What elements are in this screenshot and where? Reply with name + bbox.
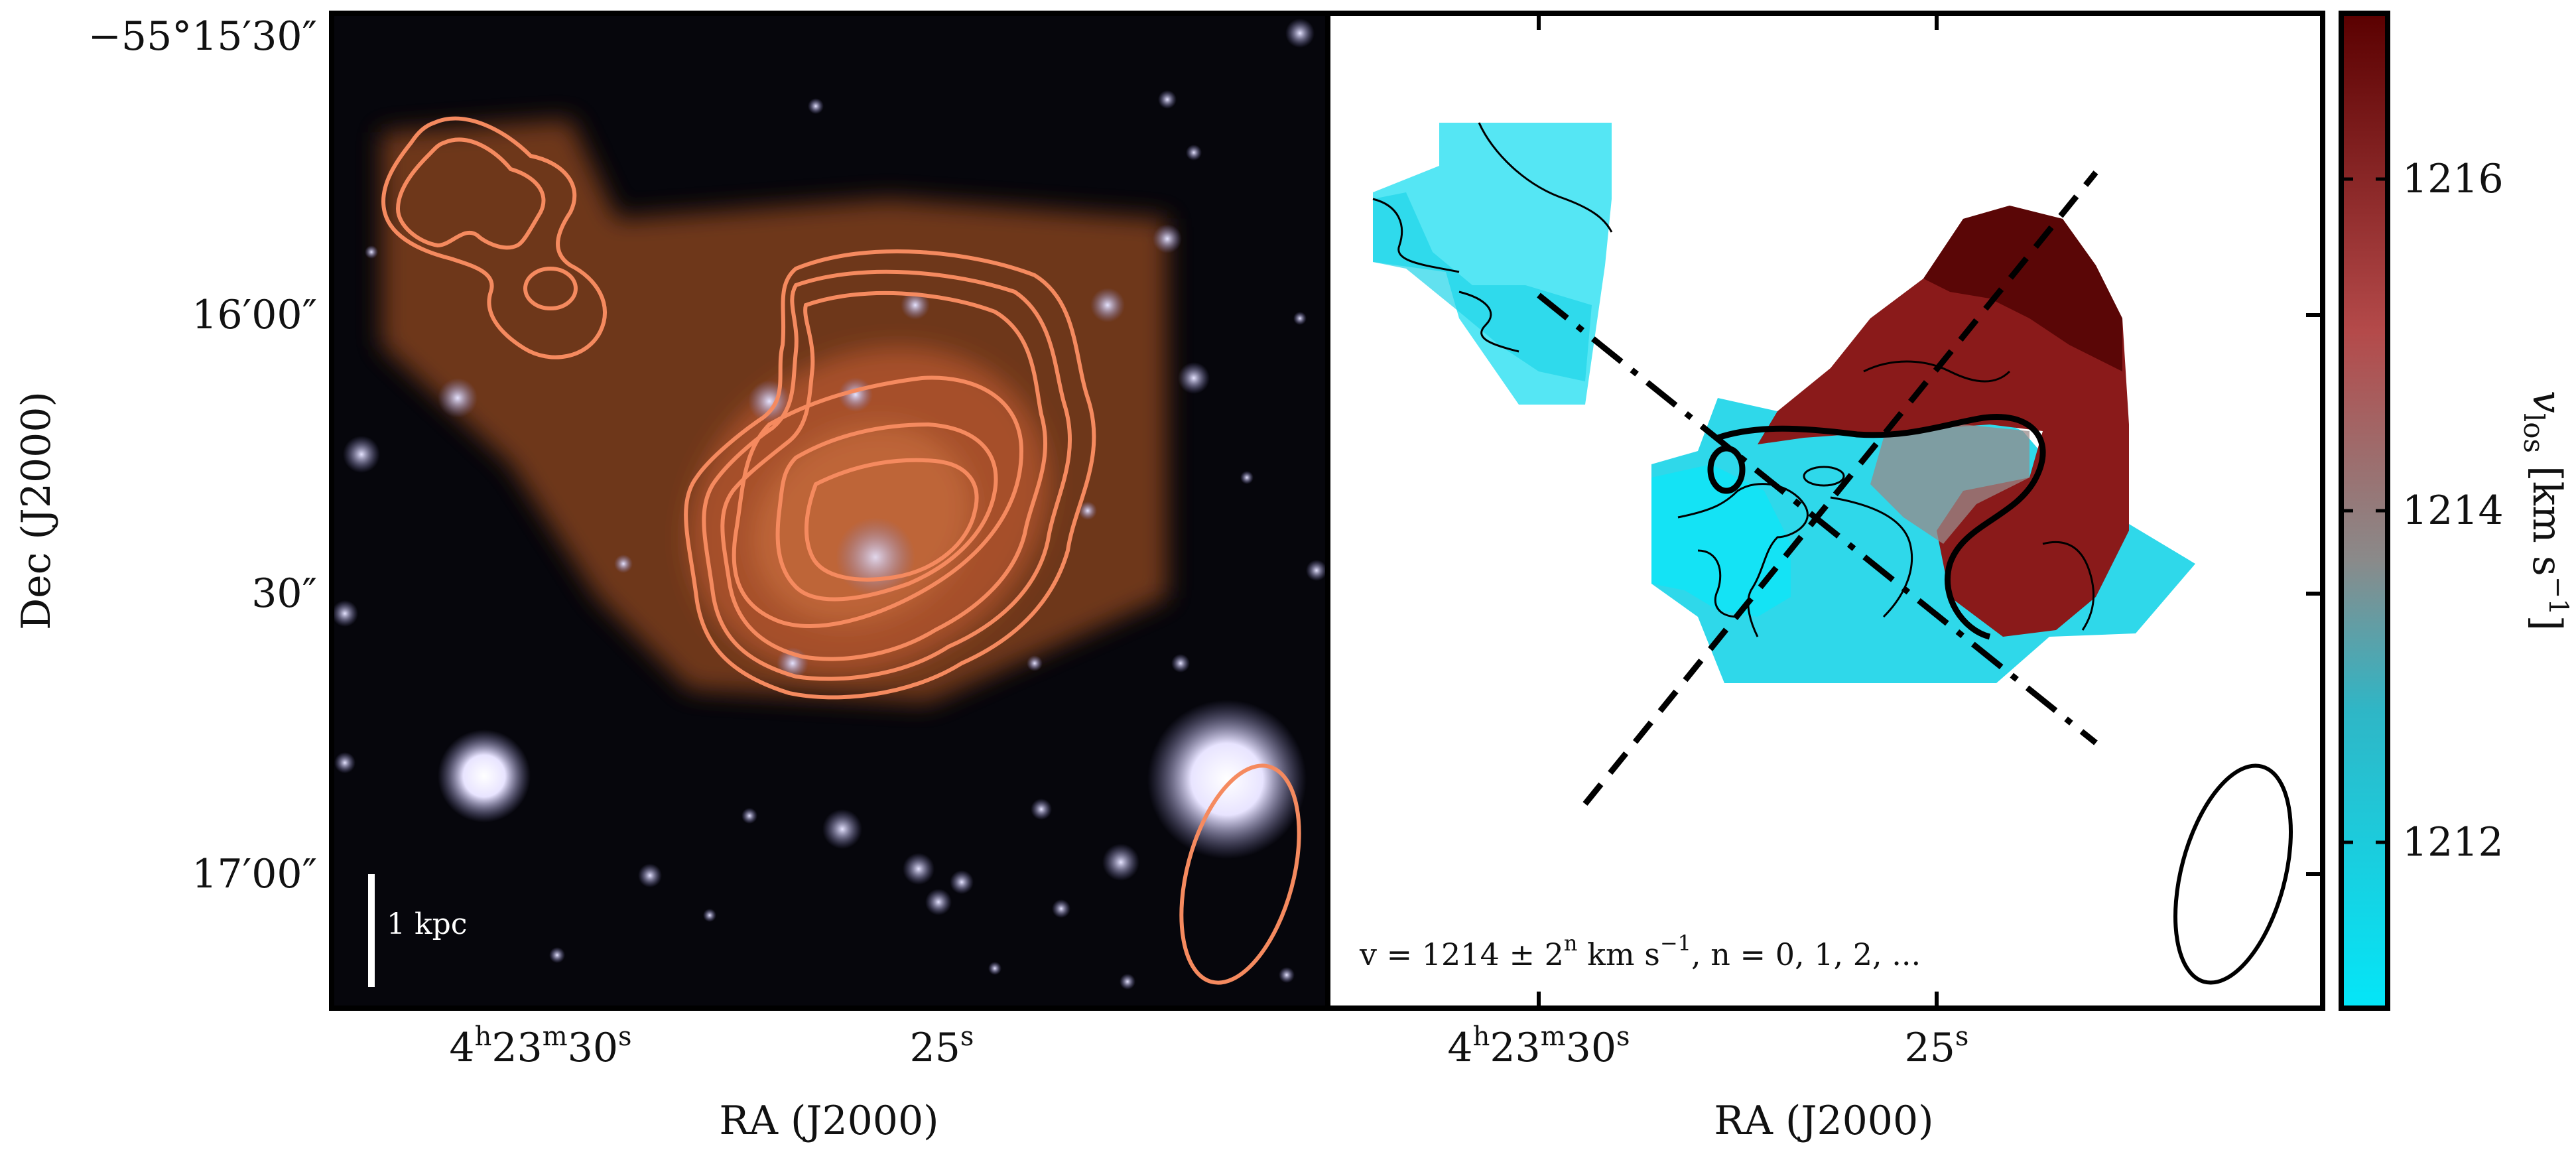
scale-bar-label: 1 kpc — [387, 907, 467, 941]
right-panel-frame — [1325, 11, 2325, 1011]
y-tick-label: 30″ — [251, 570, 317, 617]
colorbar-label: vlos [km s−1] — [2518, 391, 2573, 631]
colorbar-tick-label: 1214 — [2402, 487, 2504, 534]
beam-ellipse-left — [1179, 763, 1301, 985]
colorbar-tick-label: 1212 — [2402, 819, 2504, 866]
left-x-tick-labels: 4h23m30s 25s — [449, 1021, 974, 1071]
y-tick-label: 17′00″ — [192, 851, 317, 897]
colorbar-ticks: 1212 1214 1216 — [2341, 156, 2504, 866]
right-panel: v = 1214 ± 2n km s−1, n = 0, 1, 2, ... — [1328, 13, 2323, 1008]
x-tick-label: 25s — [1905, 1021, 1969, 1071]
colorbar-tick-label: 1216 — [2402, 156, 2504, 202]
x-tick-label: 4h23m30s — [1447, 1021, 1630, 1071]
iso-velocity-contours — [1372, 122, 2095, 640]
right-x-axis-title: RA (J2000) — [1714, 1098, 1933, 1144]
minor-axis-line — [1537, 292, 2098, 746]
y-tick-label: −55°15′30″ — [88, 13, 317, 60]
colorbar: 1212 1214 1216 vlos [km s−1] — [2339, 11, 2573, 1011]
left-panel: 1 kpc — [332, 13, 1328, 1008]
svg-text:vlos [km s−1]: vlos [km s−1] — [2518, 391, 2573, 631]
y-tick-label: 16′00″ — [192, 292, 317, 338]
y-axis-title: Dec (J2000) — [13, 391, 60, 630]
hi-contours — [381, 116, 1096, 700]
right-x-tick-labels: 4h23m30s 25s — [1447, 1021, 1968, 1071]
left-y-tick-labels: −55°15′30″ 16′00″ 30″ 17′00″ — [88, 13, 317, 897]
x-tick-label: 25s — [910, 1021, 974, 1071]
beam-ellipse-right — [2173, 763, 2293, 985]
left-x-axis-title: RA (J2000) — [719, 1098, 938, 1144]
major-axis-line — [1582, 170, 2098, 806]
right-panel-ticks — [1537, 13, 2323, 1008]
x-tick-label: 4h23m30s — [449, 1021, 631, 1071]
velocity-legend: v = 1214 ± 2n km s−1, n = 0, 1, 2, ... — [1359, 931, 1921, 972]
